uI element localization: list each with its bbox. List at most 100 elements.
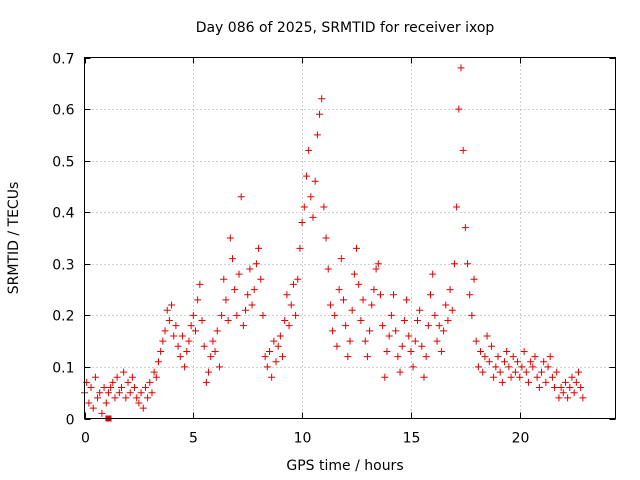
data-point: [435, 322, 443, 330]
data-point: [474, 363, 482, 371]
grid-layer: [84, 57, 616, 419]
data-point: [311, 177, 319, 185]
data-point: [564, 394, 572, 402]
data-point: [124, 378, 132, 386]
data-point: [233, 311, 241, 319]
data-point: [492, 363, 500, 371]
data-point: [263, 363, 271, 371]
data-point: [257, 275, 265, 283]
data-point: [470, 275, 478, 283]
data-point: [159, 337, 167, 345]
data-point: [200, 342, 208, 350]
data-point: [85, 399, 93, 407]
data-point: [100, 384, 108, 392]
data-point: [141, 384, 149, 392]
data-point: [363, 353, 371, 361]
data-point: [235, 270, 243, 278]
data-point: [163, 306, 171, 314]
y-tick-label: 0.4: [52, 206, 74, 222]
y-tick-label: 0.2: [52, 309, 74, 325]
data-point: [418, 342, 426, 350]
data-point: [87, 384, 95, 392]
data-point: [187, 322, 195, 330]
data-point: [228, 255, 236, 263]
data-point: [120, 368, 128, 376]
data-point: [183, 347, 191, 355]
data-point: [427, 291, 435, 299]
data-point: [248, 301, 256, 309]
data-point: [102, 399, 110, 407]
data-point: [283, 291, 291, 299]
y-tick-label: 0.7: [52, 52, 74, 68]
x-tick-label: 0: [81, 431, 90, 447]
data-point: [505, 363, 513, 371]
data-point: [446, 286, 454, 294]
data-point: [398, 342, 406, 350]
tick-labels: 0 0.1 0.2 0.3 0.4 0.5 0.6 0.7 0 5 10 15 20: [52, 52, 529, 447]
data-point: [215, 363, 223, 371]
data-point: [566, 384, 574, 392]
data-point: [542, 378, 550, 386]
data-point: [487, 342, 495, 350]
data-point: [135, 399, 143, 407]
data-point: [350, 270, 358, 278]
data-point: [261, 353, 269, 361]
data-point: [220, 275, 228, 283]
data-point: [429, 270, 437, 278]
axis-ticks: [84, 57, 616, 420]
data-point: [218, 311, 226, 319]
data-point: [137, 389, 145, 397]
data-point: [453, 203, 461, 211]
data-point: [557, 384, 565, 392]
data-point: [128, 373, 136, 381]
y-tick-label: 0.1: [52, 361, 74, 377]
y-tick-label: 0.5: [52, 155, 74, 171]
data-point: [342, 322, 350, 330]
data-point: [320, 203, 328, 211]
data-point: [194, 296, 202, 304]
data-point: [392, 327, 400, 335]
data-point: [413, 317, 421, 325]
data-point: [490, 373, 498, 381]
data-point: [387, 311, 395, 319]
data-points: [81, 64, 587, 422]
data-point: [529, 363, 537, 371]
data-point: [472, 337, 480, 345]
data-point: [385, 332, 393, 340]
data-point: [202, 378, 210, 386]
data-point: [346, 337, 354, 345]
data-point: [396, 368, 404, 376]
data-point: [568, 373, 576, 381]
data-point: [96, 389, 104, 397]
data-point: [555, 394, 563, 402]
data-point: [326, 301, 334, 309]
data-point: [501, 358, 509, 366]
data-point: [511, 368, 519, 376]
data-point: [353, 244, 361, 252]
y-tick-label: 0.6: [52, 103, 74, 119]
data-point: [246, 265, 254, 273]
y-axis-label: SRMTID / TECUs: [6, 182, 22, 295]
data-point: [296, 244, 304, 252]
data-point: [144, 394, 152, 402]
data-point: [281, 317, 289, 325]
data-point: [461, 224, 469, 232]
data-point: [457, 64, 465, 72]
data-point: [191, 327, 199, 335]
x-tick-label: 20: [512, 431, 530, 447]
data-point: [117, 384, 125, 392]
data-point: [209, 337, 217, 345]
data-point: [148, 389, 156, 397]
data-point: [207, 353, 215, 361]
data-point: [276, 332, 284, 340]
data-point: [115, 389, 123, 397]
data-point: [213, 327, 221, 335]
data-point: [337, 255, 345, 263]
data-point: [294, 275, 302, 283]
data-point: [139, 404, 147, 412]
data-point: [285, 322, 293, 330]
data-point: [259, 311, 267, 319]
data-point: [355, 280, 363, 288]
data-point: [531, 353, 539, 361]
data-point: [344, 353, 352, 361]
